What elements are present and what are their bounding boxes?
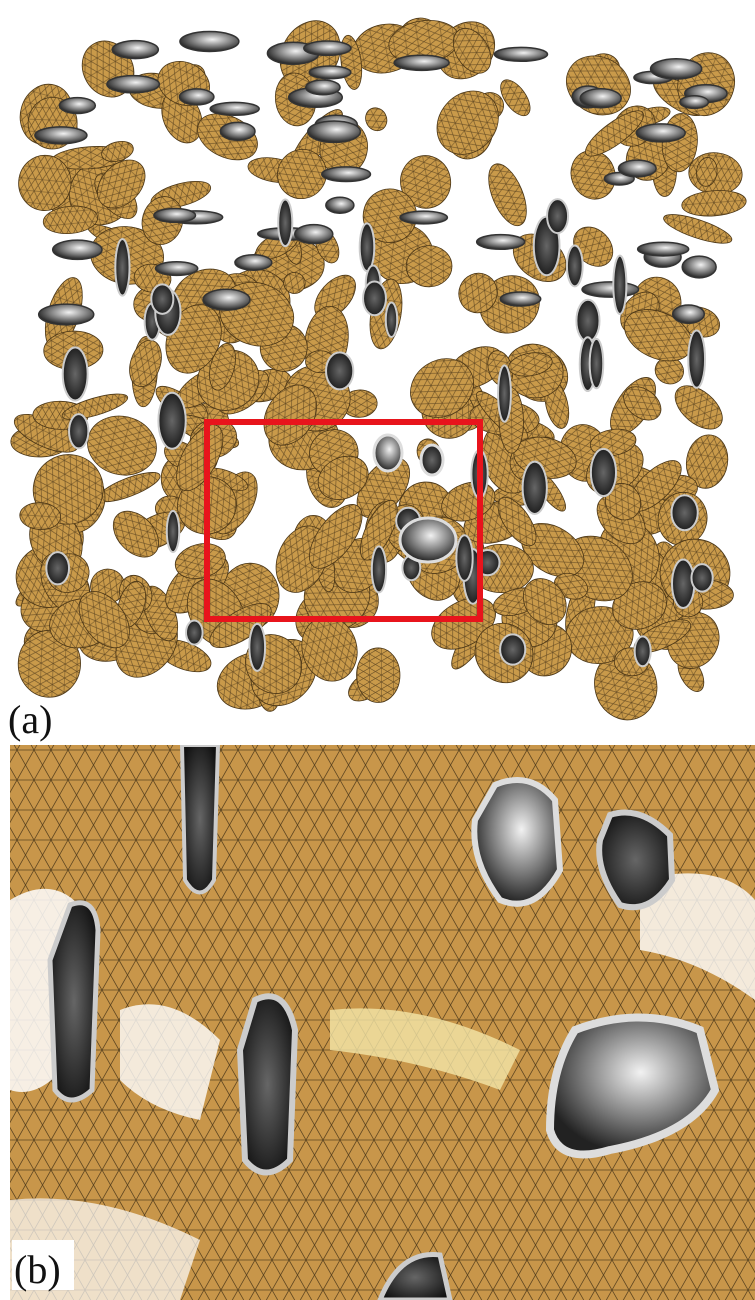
strut-top — [35, 127, 87, 144]
pore — [115, 239, 129, 296]
pore — [456, 535, 472, 581]
strut — [481, 159, 534, 231]
strut-top — [154, 208, 196, 222]
pore — [635, 636, 651, 666]
strut-top — [235, 255, 272, 270]
pore — [474, 780, 560, 904]
strut-top — [53, 240, 102, 259]
strut-top — [636, 124, 685, 142]
figure: (a) (b) — [0, 0, 755, 1300]
pore — [421, 445, 443, 475]
pore — [599, 813, 672, 908]
strut-top — [618, 160, 656, 177]
pore — [167, 511, 179, 552]
pore — [691, 564, 712, 591]
panel-label: (a) — [8, 697, 52, 742]
pore — [363, 281, 386, 315]
strut-top — [309, 66, 351, 79]
pore — [400, 518, 456, 562]
pore — [374, 435, 402, 471]
pore — [590, 339, 604, 388]
pore — [326, 352, 353, 389]
pore — [240, 996, 295, 1172]
strut-top — [179, 89, 214, 105]
strut — [362, 104, 391, 134]
strut-top — [220, 122, 255, 140]
strut-top — [651, 59, 702, 79]
pore — [567, 245, 583, 286]
strut-top — [59, 98, 95, 114]
pore — [151, 284, 173, 313]
strut-top — [580, 89, 621, 108]
strut-top — [155, 262, 197, 276]
strut — [124, 336, 167, 391]
pore — [591, 449, 616, 496]
pore — [249, 624, 265, 671]
strut-top — [180, 32, 239, 52]
pore — [46, 552, 69, 584]
strut-top — [112, 41, 158, 59]
pore — [547, 199, 568, 233]
pore — [182, 745, 218, 893]
pore — [498, 365, 511, 421]
strut-top — [322, 167, 371, 182]
strut-top — [680, 96, 709, 109]
pore — [158, 393, 185, 449]
strut — [424, 79, 511, 167]
strut-top — [494, 47, 547, 61]
strut-top — [107, 76, 159, 93]
strut-top — [210, 102, 259, 115]
strut — [681, 188, 747, 218]
strut-top — [306, 80, 340, 95]
strut-top — [582, 282, 639, 297]
pore — [360, 223, 375, 271]
pore — [576, 300, 599, 342]
pore — [386, 303, 397, 337]
pore — [523, 462, 547, 514]
strut — [357, 648, 400, 703]
strut-top — [203, 289, 250, 310]
strut-top — [39, 304, 94, 325]
strut-top — [682, 256, 716, 278]
panel-b — [10, 745, 755, 1300]
pore — [69, 414, 88, 448]
strut-top — [638, 242, 689, 256]
pore — [671, 495, 697, 530]
pore — [278, 199, 292, 246]
strut-top — [326, 197, 354, 213]
strut-top — [308, 121, 361, 142]
strut-top — [394, 55, 449, 70]
pore — [500, 634, 525, 664]
strut-top — [477, 235, 525, 250]
panel-label: (b) — [14, 1247, 61, 1292]
pore — [613, 256, 626, 314]
pore — [688, 331, 705, 388]
strut-top — [673, 305, 705, 323]
pore — [186, 621, 203, 645]
pore — [672, 560, 694, 608]
strut — [406, 245, 452, 287]
strut-top — [295, 225, 333, 244]
strut-top — [304, 41, 351, 55]
strut-top — [400, 211, 447, 224]
strut-top — [500, 292, 541, 306]
pore — [63, 347, 88, 400]
pore — [372, 546, 386, 592]
